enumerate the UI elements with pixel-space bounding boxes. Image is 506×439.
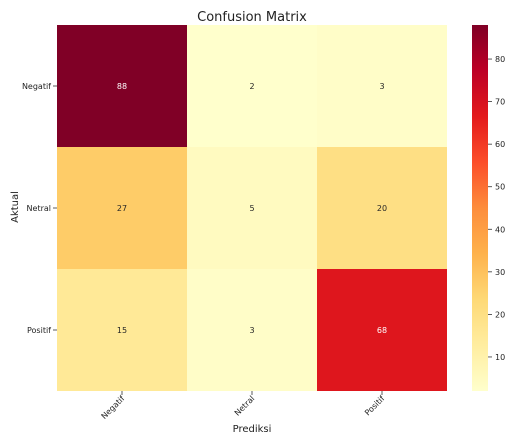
cell-value-label: 3 — [379, 82, 384, 91]
x-axis-label: Prediksi — [233, 424, 272, 435]
colorbar-tick-label: 40 — [495, 225, 505, 234]
cell-value-label: 3 — [249, 326, 254, 335]
colorbar-tick-label: 10 — [495, 353, 505, 362]
cell-value-label: 5 — [249, 204, 254, 213]
cell-value-labels: 88 2 3 27 5 20 15 3 68 — [117, 82, 387, 335]
heatmap-cell — [187, 269, 317, 391]
y-axis-label: Aktual — [10, 191, 21, 223]
x-tick-label: Positif — [363, 394, 386, 417]
cell-value-label: 15 — [117, 326, 127, 335]
heatmap-cells — [57, 25, 447, 391]
heatmap-cell — [57, 25, 187, 147]
x-axis-ticks: Negatif Netral Positif — [99, 391, 387, 421]
cell-value-label: 2 — [249, 82, 254, 91]
x-tick-label: Netral — [233, 394, 257, 418]
cell-value-label: 27 — [117, 204, 127, 213]
heatmap-cell — [317, 269, 447, 391]
y-tick-label: Negatif — [22, 82, 51, 91]
cell-value-label: 68 — [377, 326, 387, 335]
heatmap-cell — [317, 25, 447, 147]
colorbar-tick-label: 60 — [495, 140, 505, 149]
colorbar-tick-label: 50 — [495, 183, 505, 192]
cell-value-label: 20 — [377, 204, 387, 213]
heatmap-cell — [187, 147, 317, 269]
y-tick-label: Positif — [27, 326, 51, 335]
x-tick-label: Negatif — [99, 394, 126, 421]
colorbar-tick-label: 80 — [495, 55, 505, 64]
heatmap-cell — [57, 147, 187, 269]
colorbar-tick-label: 70 — [495, 98, 505, 107]
colorbar-tick-label: 30 — [495, 268, 505, 277]
colorbar-gradient — [472, 25, 488, 391]
cell-value-label: 88 — [117, 82, 127, 91]
y-tick-label: Netral — [27, 204, 51, 213]
chart-title: Confusion Matrix — [197, 10, 307, 25]
colorbar: 10 20 30 40 50 60 70 80 — [472, 25, 505, 391]
heatmap-cell — [57, 269, 187, 391]
y-axis-ticks: Negatif Netral Positif — [22, 82, 57, 335]
colorbar-tick-label: 20 — [495, 310, 505, 319]
heatmap-cell — [187, 25, 317, 147]
heatmap-cell — [317, 147, 447, 269]
